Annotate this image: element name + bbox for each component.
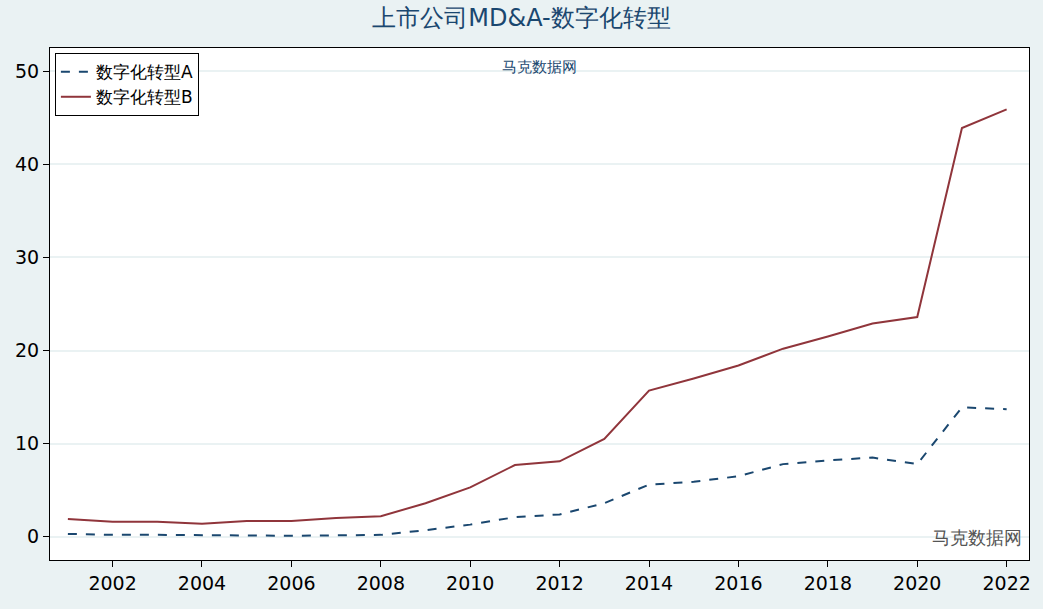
svg-text:2020: 2020 [893, 572, 941, 594]
svg-text:2018: 2018 [804, 572, 852, 594]
svg-text:50: 50 [15, 60, 39, 82]
svg-text:10: 10 [15, 432, 39, 454]
svg-text:0: 0 [27, 525, 39, 547]
svg-text:马克数据网: 马克数据网 [932, 527, 1022, 548]
svg-text:2004: 2004 [178, 572, 226, 594]
svg-text:上市公司MD&A-数字化转型: 上市公司MD&A-数字化转型 [372, 4, 670, 32]
svg-text:2012: 2012 [535, 572, 583, 594]
svg-text:数字化转型A: 数字化转型A [96, 62, 193, 82]
svg-text:40: 40 [15, 153, 39, 175]
svg-text:30: 30 [15, 246, 39, 268]
svg-text:2014: 2014 [625, 572, 673, 594]
svg-text:2010: 2010 [446, 572, 494, 594]
svg-text:2008: 2008 [357, 572, 405, 594]
svg-text:马克数据网: 马克数据网 [502, 58, 577, 76]
svg-text:2002: 2002 [88, 572, 136, 594]
svg-text:2006: 2006 [267, 572, 315, 594]
svg-text:2016: 2016 [714, 572, 762, 594]
svg-text:20: 20 [15, 339, 39, 361]
svg-text:2022: 2022 [982, 572, 1030, 594]
svg-text:数字化转型B: 数字化转型B [96, 87, 193, 107]
